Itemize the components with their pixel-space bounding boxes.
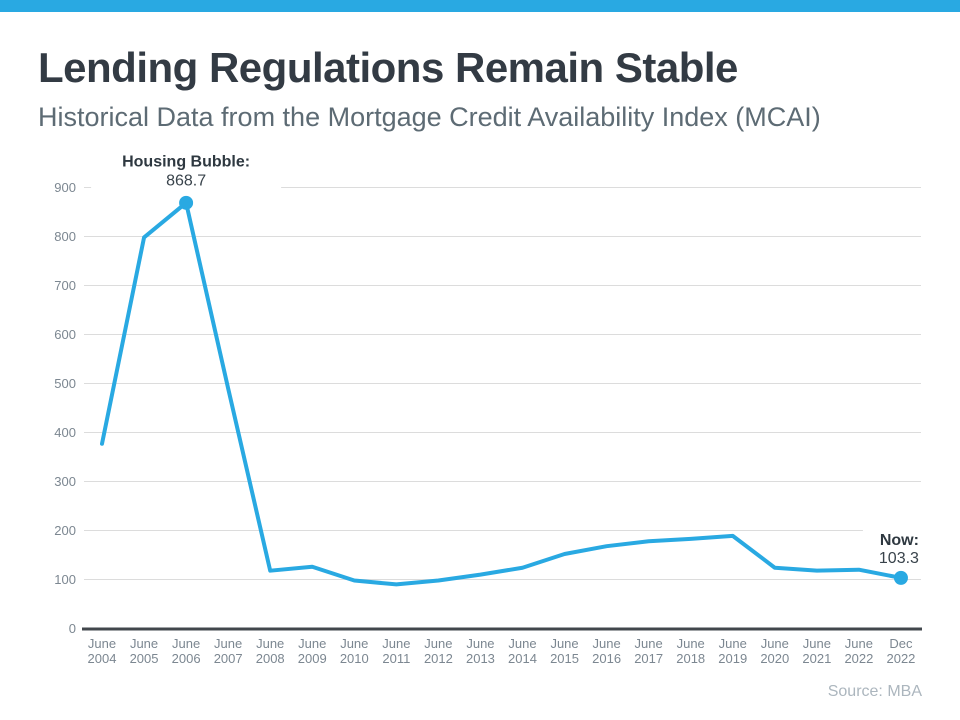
x-tick-label: June 2017 <box>634 636 663 666</box>
y-tick-label: 300 <box>54 474 76 489</box>
source-label: Source: MBA <box>827 683 922 700</box>
y-tick-label: 200 <box>54 523 76 538</box>
x-tick-label: June 2018 <box>676 636 705 666</box>
x-tick-label: June 2011 <box>382 636 410 666</box>
mcai-series-line <box>100 200 903 587</box>
x-tick-label: June 2005 <box>130 636 159 666</box>
y-tick-label: 600 <box>54 327 76 342</box>
x-tick-label: June 2013 <box>466 636 495 666</box>
page-title: Lending Regulations Remain Stable <box>38 44 738 91</box>
x-tick-label: June 2010 <box>340 636 369 666</box>
x-tick-label: June 2020 <box>760 636 789 666</box>
data-point-marker <box>893 570 908 585</box>
x-tick-label: June 2007 <box>214 636 243 666</box>
annotation-label: Housing Bubble: <box>122 153 250 170</box>
y-tick-label: 100 <box>54 572 76 587</box>
annotation-value: 103.3 <box>879 550 919 567</box>
x-tick-label: June 2012 <box>424 636 453 666</box>
x-tick-label: Dec 2022 <box>886 636 915 666</box>
top-accent-bar <box>0 0 960 12</box>
x-tick-label: June 2008 <box>256 636 285 666</box>
x-tick-label: June 2004 <box>88 636 117 666</box>
annotation-mask <box>91 145 282 194</box>
x-tick-label: June 2021 <box>802 636 831 666</box>
x-tick-label: June 2015 <box>550 636 579 666</box>
y-tick-label: 0 <box>69 621 76 636</box>
x-tick-label: June 2009 <box>298 636 327 666</box>
y-tick-label: 900 <box>54 180 76 195</box>
x-tick-label: June 2006 <box>172 636 201 666</box>
annotation-mask <box>862 526 923 567</box>
x-tick-label: June 2022 <box>844 636 873 666</box>
y-tick-label: 400 <box>54 425 76 440</box>
y-tick-label: 700 <box>54 278 76 293</box>
y-tick-label: 800 <box>54 229 76 244</box>
annotation-value: 868.7 <box>166 172 206 189</box>
x-tick-label: June 2014 <box>508 636 537 666</box>
x-tick-label: June 2016 <box>592 636 621 666</box>
x-tick-label: June 2019 <box>718 636 747 666</box>
y-tick-label: 500 <box>54 376 76 391</box>
data-point-marker <box>179 195 194 210</box>
page-subtitle: Historical Data from the Mortgage Credit… <box>38 102 821 132</box>
annotation-label: Now: <box>880 532 919 549</box>
